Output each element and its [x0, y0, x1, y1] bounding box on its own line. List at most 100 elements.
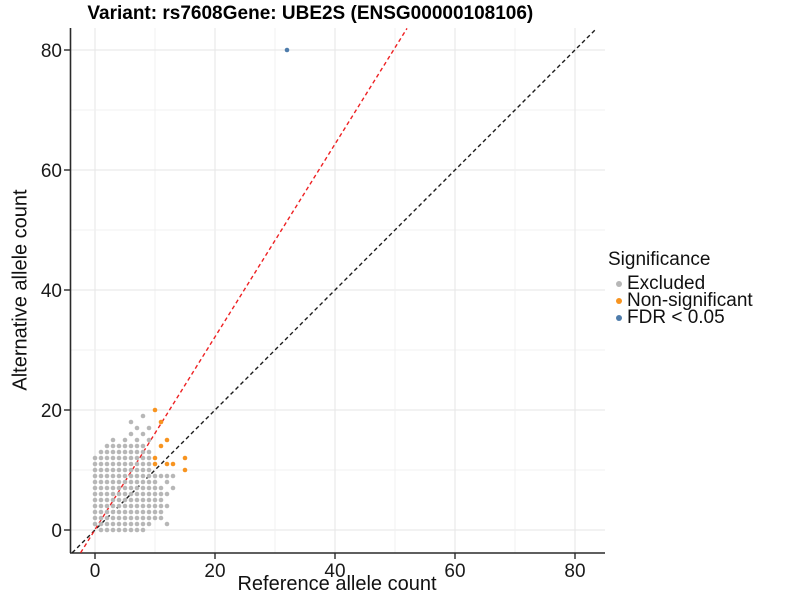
excluded-point: [110, 437, 116, 443]
excluded-point: [146, 497, 152, 503]
excluded-point: [146, 521, 152, 527]
excluded-point: [98, 467, 104, 473]
excluded-point: [98, 503, 104, 509]
excluded-point: [104, 503, 110, 509]
excluded-point: [158, 485, 164, 491]
excluded-point: [104, 461, 110, 467]
excluded-point: [128, 521, 134, 527]
excluded-point: [116, 479, 122, 485]
non-significant-point: [170, 461, 176, 467]
legend-key-dot: [616, 314, 622, 321]
non-significant-point: [164, 461, 170, 467]
excluded-point: [158, 497, 164, 503]
excluded-point: [128, 485, 134, 491]
excluded-point: [116, 467, 122, 473]
excluded-point: [146, 485, 152, 491]
excluded-point: [128, 509, 134, 515]
excluded-point: [122, 461, 128, 467]
legend-entry-label: FDR < 0.05: [627, 307, 725, 328]
gene-title: Gene: UBE2S (ENSG00000108106): [222, 3, 534, 24]
excluded-point: [152, 497, 158, 503]
excluded-point: [92, 503, 98, 509]
excluded-point: [134, 443, 140, 449]
excluded-point: [92, 455, 98, 461]
excluded-point: [104, 485, 110, 491]
excluded-point: [134, 479, 140, 485]
excluded-point: [158, 503, 164, 509]
excluded-point: [98, 479, 104, 485]
excluded-point: [146, 455, 152, 461]
excluded-point: [116, 521, 122, 527]
excluded-point: [152, 491, 158, 497]
excluded-point: [140, 413, 146, 419]
excluded-point: [140, 521, 146, 527]
excluded-point: [146, 515, 152, 521]
excluded-point: [98, 509, 104, 515]
excluded-point: [134, 437, 140, 443]
excluded-point: [122, 503, 128, 509]
expected-ratio-line: [80, 28, 408, 554]
excluded-point: [128, 419, 134, 425]
excluded-point: [122, 497, 128, 503]
excluded-point: [92, 509, 98, 515]
excluded-point: [170, 473, 176, 479]
excluded-point: [140, 431, 146, 437]
non-significant-point: [158, 419, 164, 425]
excluded-point: [122, 527, 128, 533]
excluded-point: [116, 509, 122, 515]
excluded-point: [140, 449, 146, 455]
excluded-point: [110, 449, 116, 455]
excluded-point: [164, 521, 170, 527]
excluded-point: [152, 515, 158, 521]
excluded-point: [146, 491, 152, 497]
excluded-point: [92, 521, 98, 527]
excluded-point: [98, 473, 104, 479]
excluded-point: [110, 527, 116, 533]
excluded-point: [98, 497, 104, 503]
excluded-point: [152, 509, 158, 515]
excluded-point: [146, 509, 152, 515]
non-significant-point: [152, 455, 158, 461]
y-tick-label: 40: [41, 281, 62, 302]
excluded-point: [146, 425, 152, 431]
excluded-point: [104, 491, 110, 497]
excluded-point: [134, 467, 140, 473]
excluded-point: [104, 443, 110, 449]
excluded-point: [116, 485, 122, 491]
excluded-point: [122, 521, 128, 527]
excluded-point: [110, 509, 116, 515]
excluded-point: [116, 449, 122, 455]
excluded-point: [134, 449, 140, 455]
excluded-point: [92, 467, 98, 473]
excluded-point: [128, 515, 134, 521]
non-significant-point: [152, 407, 158, 413]
legend-entries: Excluded Non-significant FDR < 0.05: [608, 274, 798, 328]
excluded-point: [116, 503, 122, 509]
excluded-point: [134, 491, 140, 497]
excluded-point: [140, 479, 146, 485]
excluded-point: [116, 491, 122, 497]
excluded-point: [128, 467, 134, 473]
excluded-point: [134, 527, 140, 533]
excluded-point: [110, 521, 116, 527]
excluded-point: [122, 491, 128, 497]
excluded-point: [128, 461, 134, 467]
excluded-point: [158, 491, 164, 497]
excluded-point: [134, 485, 140, 491]
legend-key-dot: [616, 280, 622, 287]
excluded-point: [164, 491, 170, 497]
non-significant-point: [158, 443, 164, 449]
excluded-point: [140, 455, 146, 461]
excluded-point: [134, 425, 140, 431]
excluded-point: [134, 461, 140, 467]
excluded-point: [104, 527, 110, 533]
legend-key-dot: [616, 297, 622, 304]
x-axis-title: Reference allele count: [237, 573, 437, 595]
excluded-point: [134, 521, 140, 527]
excluded-point: [116, 527, 122, 533]
excluded-point: [128, 503, 134, 509]
excluded-point: [104, 455, 110, 461]
excluded-point: [140, 509, 146, 515]
excluded-point: [110, 479, 116, 485]
